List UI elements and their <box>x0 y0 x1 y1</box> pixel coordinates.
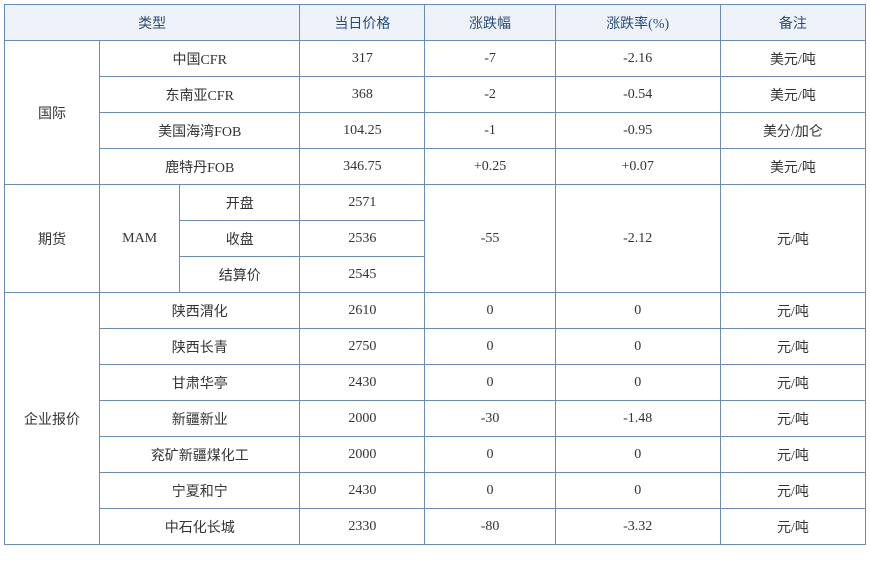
table-row: 甘肃华亭 2430 0 0 元/吨 <box>5 365 866 401</box>
cell-rate: 0 <box>555 437 720 473</box>
cell-change: -30 <box>425 401 555 437</box>
cell-remark: 美分/加仑 <box>720 113 865 149</box>
cell-remark: 美元/吨 <box>720 149 865 185</box>
table-row: 美国海湾FOB 104.25 -1 -0.95 美分/加仑 <box>5 113 866 149</box>
cell-change: 0 <box>425 293 555 329</box>
table-row: 期货 MAM 开盘 2571 -55 -2.12 元/吨 <box>5 185 866 221</box>
cell-name: 新疆新业 <box>100 401 300 437</box>
price-table: 类型 当日价格 涨跌幅 涨跌率(%) 备注 国际 中国CFR 317 -7 -2… <box>4 4 866 545</box>
cell-change: 0 <box>425 473 555 509</box>
table-row: 新疆新业 2000 -30 -1.48 元/吨 <box>5 401 866 437</box>
cell-label: 开盘 <box>180 185 300 221</box>
cell-name: 鹿特丹FOB <box>100 149 300 185</box>
cell-rate: -1.48 <box>555 401 720 437</box>
cell-change: -1 <box>425 113 555 149</box>
cell-remark: 元/吨 <box>720 365 865 401</box>
header-row: 类型 当日价格 涨跌幅 涨跌率(%) 备注 <box>5 5 866 41</box>
cell-price: 2750 <box>300 329 425 365</box>
cell-remark: 元/吨 <box>720 473 865 509</box>
cell-name: 中国CFR <box>100 41 300 77</box>
cell-price: 2430 <box>300 473 425 509</box>
cell-remark: 元/吨 <box>720 401 865 437</box>
cell-name: 东南亚CFR <box>100 77 300 113</box>
cell-rate: -2.12 <box>555 185 720 293</box>
cell-remark: 美元/吨 <box>720 77 865 113</box>
cell-remark: 元/吨 <box>720 509 865 545</box>
cell-remark: 元/吨 <box>720 329 865 365</box>
cell-name: 兖矿新疆煤化工 <box>100 437 300 473</box>
cell-price: 368 <box>300 77 425 113</box>
cell-change: -2 <box>425 77 555 113</box>
cell-rate: -3.32 <box>555 509 720 545</box>
cell-name: 陕西长青 <box>100 329 300 365</box>
cell-label: 收盘 <box>180 221 300 257</box>
cell-price: 2430 <box>300 365 425 401</box>
cell-price: 317 <box>300 41 425 77</box>
cell-rate: -0.54 <box>555 77 720 113</box>
cell-change: 0 <box>425 437 555 473</box>
futures-code: MAM <box>100 185 180 293</box>
cell-price: 2330 <box>300 509 425 545</box>
cell-name: 陕西渭化 <box>100 293 300 329</box>
cell-rate: 0 <box>555 473 720 509</box>
cell-rate: 0 <box>555 293 720 329</box>
cell-remark: 元/吨 <box>720 293 865 329</box>
group-enterprise: 企业报价 <box>5 293 100 545</box>
table-row: 企业报价 陕西渭化 2610 0 0 元/吨 <box>5 293 866 329</box>
table-row: 中石化长城 2330 -80 -3.32 元/吨 <box>5 509 866 545</box>
cell-price: 2610 <box>300 293 425 329</box>
cell-remark: 元/吨 <box>720 185 865 293</box>
cell-price: 2000 <box>300 437 425 473</box>
table-row: 鹿特丹FOB 346.75 +0.25 +0.07 美元/吨 <box>5 149 866 185</box>
table-row: 国际 中国CFR 317 -7 -2.16 美元/吨 <box>5 41 866 77</box>
cell-name: 甘肃华亭 <box>100 365 300 401</box>
cell-rate: -2.16 <box>555 41 720 77</box>
col-price: 当日价格 <box>300 5 425 41</box>
cell-change: 0 <box>425 329 555 365</box>
cell-name: 宁夏和宁 <box>100 473 300 509</box>
cell-price: 2000 <box>300 401 425 437</box>
cell-name: 美国海湾FOB <box>100 113 300 149</box>
cell-label: 结算价 <box>180 257 300 293</box>
col-remark: 备注 <box>720 5 865 41</box>
cell-rate: +0.07 <box>555 149 720 185</box>
cell-price: 2571 <box>300 185 425 221</box>
cell-rate: -0.95 <box>555 113 720 149</box>
group-intl: 国际 <box>5 41 100 185</box>
cell-change: +0.25 <box>425 149 555 185</box>
cell-price: 104.25 <box>300 113 425 149</box>
cell-change: -7 <box>425 41 555 77</box>
table-row: 兖矿新疆煤化工 2000 0 0 元/吨 <box>5 437 866 473</box>
cell-remark: 美元/吨 <box>720 41 865 77</box>
table-row: 宁夏和宁 2430 0 0 元/吨 <box>5 473 866 509</box>
cell-name: 中石化长城 <box>100 509 300 545</box>
cell-change: -55 <box>425 185 555 293</box>
cell-price: 2536 <box>300 221 425 257</box>
group-futures: 期货 <box>5 185 100 293</box>
cell-remark: 元/吨 <box>720 437 865 473</box>
cell-rate: 0 <box>555 329 720 365</box>
table-row: 陕西长青 2750 0 0 元/吨 <box>5 329 866 365</box>
table-row: 东南亚CFR 368 -2 -0.54 美元/吨 <box>5 77 866 113</box>
col-change: 涨跌幅 <box>425 5 555 41</box>
cell-change: 0 <box>425 365 555 401</box>
cell-rate: 0 <box>555 365 720 401</box>
cell-change: -80 <box>425 509 555 545</box>
cell-price: 2545 <box>300 257 425 293</box>
col-rate: 涨跌率(%) <box>555 5 720 41</box>
cell-price: 346.75 <box>300 149 425 185</box>
col-type: 类型 <box>5 5 300 41</box>
